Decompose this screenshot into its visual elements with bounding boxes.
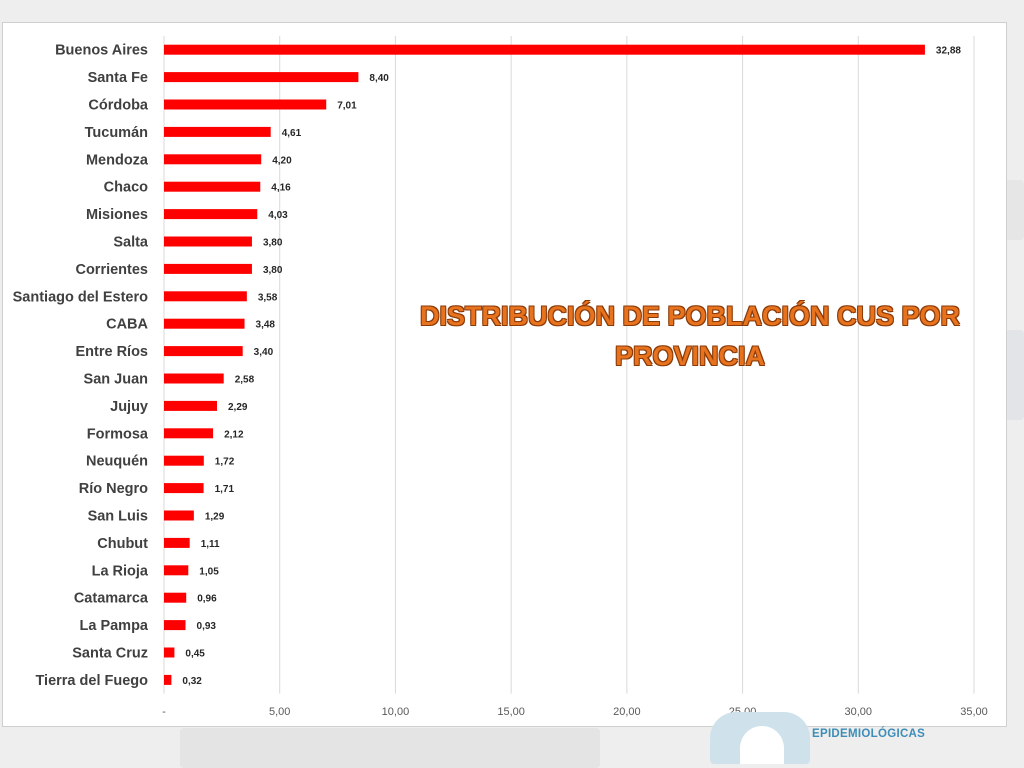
value-label: 4,20 [272, 155, 292, 166]
bar [164, 483, 204, 494]
bar [164, 620, 186, 631]
bar [164, 537, 190, 548]
x-tick-label: 30,00 [845, 706, 873, 718]
value-label: 2,12 [224, 429, 244, 440]
value-label: 2,29 [228, 402, 248, 413]
bar [164, 647, 175, 658]
bar [164, 126, 271, 137]
bar [164, 99, 327, 110]
value-label: 4,61 [282, 128, 302, 139]
bar [164, 400, 217, 411]
category-label: Tierra del Fuego [35, 673, 148, 689]
value-label: 3,40 [254, 347, 274, 358]
bar [164, 373, 224, 384]
category-label: Salta [113, 235, 149, 251]
x-tick-label: - [162, 706, 166, 718]
category-label: Mendoza [86, 152, 149, 168]
value-label: 1,72 [215, 457, 235, 468]
category-label: Santa Fe [88, 70, 148, 86]
background-decoration [180, 728, 600, 768]
bar [164, 181, 261, 192]
value-label: 3,80 [263, 265, 283, 276]
bar [164, 263, 252, 274]
value-label: 3,58 [258, 292, 278, 303]
bar [164, 565, 189, 576]
category-label: Buenos Aires [55, 43, 148, 59]
category-label: Santa Cruz [72, 646, 148, 662]
category-label: Chaco [104, 180, 148, 196]
value-label: 1,05 [199, 566, 219, 577]
value-label: 7,01 [337, 101, 357, 112]
bar [164, 346, 243, 357]
category-label: Jujuy [110, 399, 148, 415]
bar [164, 236, 252, 247]
bar [164, 209, 258, 220]
category-label: San Juan [84, 372, 148, 388]
category-label: Córdoba [88, 98, 149, 114]
x-tick-label: 5,00 [269, 706, 290, 718]
category-label: Entre Ríos [75, 344, 148, 360]
category-label: Catamarca [74, 591, 149, 607]
bar [164, 44, 925, 55]
value-label: 3,80 [263, 238, 283, 249]
chart-title-line-2: PROVINCIA [614, 341, 766, 371]
category-label: Formosa [87, 426, 149, 442]
x-tick-label: 20,00 [613, 706, 641, 718]
category-label: San Luis [88, 509, 148, 525]
value-label: 0,32 [182, 676, 202, 687]
value-label: 1,29 [205, 512, 225, 523]
logo-mark-icon [710, 712, 810, 764]
bar [164, 592, 187, 603]
value-label: 4,03 [268, 210, 288, 221]
category-label: Chubut [97, 536, 148, 552]
bar [164, 72, 359, 83]
value-label: 1,11 [201, 539, 220, 550]
x-tick-label: 15,00 [497, 706, 525, 718]
bar [164, 510, 194, 521]
bar [164, 674, 172, 685]
value-label: 8,40 [369, 73, 389, 84]
category-label: La Pampa [80, 618, 149, 634]
category-label: Neuquén [86, 454, 148, 470]
category-label: CABA [106, 317, 148, 333]
value-label: 0,93 [197, 621, 217, 632]
value-label: 0,45 [185, 649, 205, 660]
value-label: 4,16 [271, 183, 291, 194]
bar [164, 318, 245, 329]
category-label: Misiones [86, 207, 148, 223]
chart-title: DISTRIBUCIÓN DE POBLACIÓN CUS POR PROVIN… [395, 296, 985, 376]
value-label: 1,71 [215, 484, 235, 495]
x-tick-label: 35,00 [960, 706, 988, 718]
value-label: 0,96 [197, 594, 217, 605]
category-label: Tucumán [85, 125, 148, 141]
category-label: Santiago del Estero [13, 289, 149, 305]
category-label: Corrientes [75, 262, 148, 278]
bar [164, 428, 214, 439]
chart-title-line-1: DISTRIBUCIÓN DE POBLACIÓN CUS POR [419, 301, 961, 331]
category-label: La Rioja [92, 563, 149, 579]
bar [164, 154, 262, 165]
value-label: 3,48 [256, 320, 276, 331]
bar [164, 291, 247, 302]
category-label: Río Negro [79, 481, 148, 497]
value-label: 32,88 [936, 46, 961, 57]
x-tick-label: 10,00 [382, 706, 410, 718]
value-label: 2,58 [235, 375, 255, 386]
logo-text: EPIDEMIOLÓGICAS [812, 728, 926, 740]
institution-logo: EPIDEMIOLÓGICAS [708, 708, 925, 768]
bar [164, 455, 204, 466]
